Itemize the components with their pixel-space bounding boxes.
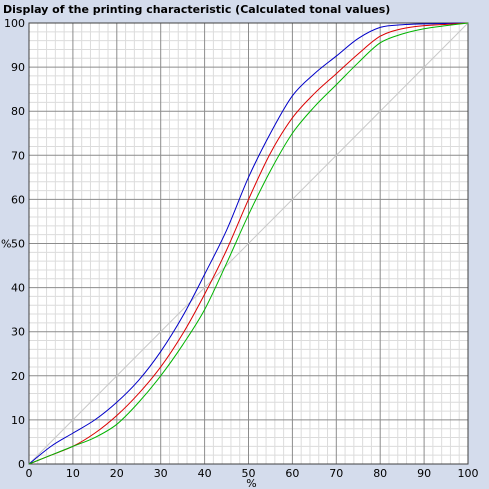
y-axis-label: % [1,238,11,251]
x-tick-label: 100 [458,467,479,480]
x-tick-label: 0 [26,467,33,480]
y-tick-label: 0 [18,458,25,471]
series-line-blue [28,22,469,465]
x-tick-label: 80 [373,467,387,480]
x-tick-label: 90 [417,467,431,480]
x-tick-label: 30 [154,467,168,480]
x-tick-label: 10 [66,467,80,480]
x-tick-label: 70 [329,467,343,480]
y-tick-label: 80 [11,105,25,118]
series-line-red [28,22,469,465]
x-tick-label: 50 [242,467,256,480]
x-tick-label: 60 [285,467,299,480]
plot-frame [28,22,469,465]
x-tick-label: 20 [110,467,124,480]
y-tick-label: 10 [11,414,25,427]
chart-title: Display of the printing characteristic (… [3,3,391,16]
y-tick-label: 100 [4,17,25,30]
plot-area: 0 10 20 30 40 50 60 70 80 90 100 0 10 20 30 40 50 60 70 80 9… [1,17,479,489]
y-tick-label: 70 [11,149,25,162]
y-tick-label: 60 [11,193,25,206]
y-tick-label: 20 [11,370,25,383]
x-tick-label: 40 [198,467,212,480]
y-tick-label: 90 [11,61,25,74]
y-tick-label: 50 [11,238,25,251]
reference-diagonal-line [28,22,469,465]
series-line-green [28,22,469,465]
x-axis-label: % [246,477,256,489]
y-tick-label: 30 [11,326,25,339]
y-tick-label: 40 [11,282,25,295]
